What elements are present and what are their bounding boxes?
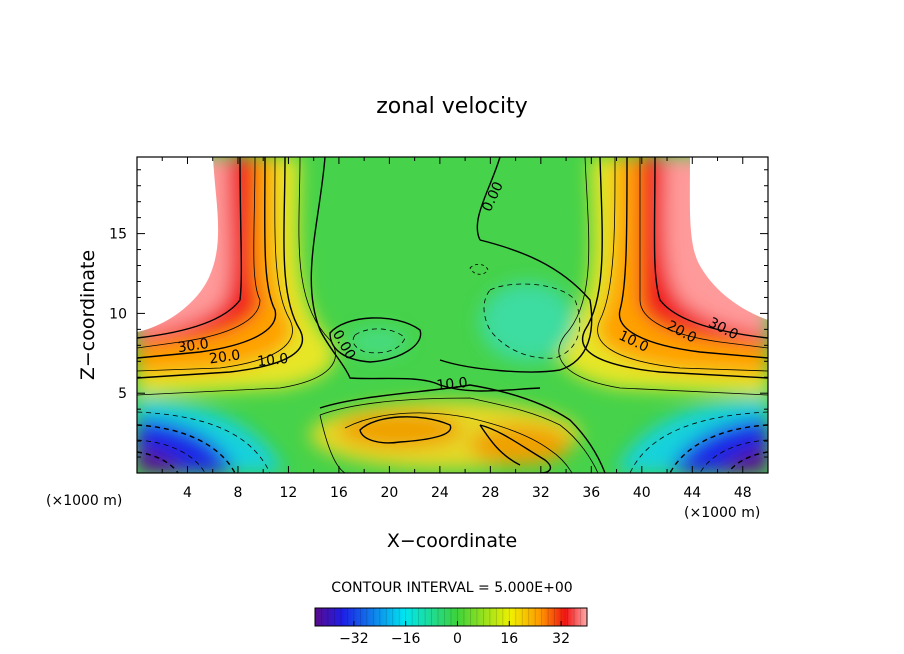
colorbar-gradient [315, 608, 587, 626]
contour-neg15-left [137, 439, 206, 473]
contour-neg10-left [137, 424, 236, 473]
contour-neg5-upper-blob [483, 283, 581, 359]
colorbar-tick-label: 16 [500, 631, 518, 647]
y-tick-label: 10 [109, 306, 127, 322]
contour-10-center-upper [319, 384, 606, 473]
upper-cyan-blob [480, 282, 576, 362]
x-unit-right: (×1000 m) [684, 505, 760, 521]
x-tick-label: 32 [532, 485, 550, 501]
contour-neg5-left [137, 411, 271, 473]
contour-label: 30.0 [177, 336, 210, 356]
left-cyan-blob [348, 328, 408, 356]
contour-neg15-right [699, 439, 768, 473]
contour-0-right [439, 157, 593, 373]
contour-20-right [618, 157, 768, 359]
contour-25-left [137, 157, 261, 349]
x-tick-label: 36 [582, 485, 600, 501]
x-tick-label: 12 [280, 485, 298, 501]
contour-neg5-right [629, 411, 768, 473]
contour-20-left [137, 157, 277, 359]
colorbar-tick-label: 32 [552, 631, 570, 647]
contour-15-right [597, 157, 768, 372]
x-tick-label: 24 [431, 485, 449, 501]
contour-10-left [137, 157, 304, 379]
x-tick-label: 4 [183, 485, 192, 501]
contour-20-center-right [479, 424, 552, 473]
contour-15-center [344, 412, 573, 473]
contour-neg5-small-loop [469, 264, 489, 275]
y-axis-ticks: 5 10 15 [109, 169, 768, 458]
contour-0-left-blob [329, 317, 422, 363]
white-missing-regions [137, 157, 768, 332]
missing-right [689, 157, 768, 320]
contour-20-center-left [359, 416, 452, 444]
x-tick-label: 40 [633, 485, 651, 501]
missing-left [137, 157, 219, 332]
x-tick-label: 44 [683, 485, 701, 501]
contour-5-left [137, 157, 336, 396]
x-tick-label: 48 [734, 485, 752, 501]
y-axis-label: Z−coordinate [77, 250, 99, 380]
contour-label: 10.0 [436, 375, 469, 394]
x-tick-label: 28 [481, 485, 499, 501]
colorbar-ticks: −32 −16 0 16 32 [339, 621, 570, 647]
contour-label: 20.0 [208, 347, 241, 367]
contour-10-right [581, 157, 768, 379]
contour-25-right [639, 157, 768, 349]
contour-neg5-left-blob [352, 328, 406, 354]
contour-interval-text: CONTOUR INTERVAL = 5.000E+00 [331, 580, 572, 596]
plot-frame [136, 156, 769, 474]
x-tick-label: 8 [233, 485, 242, 501]
x-unit-left: (×1000 m) [46, 493, 122, 509]
chart-title: zonal velocity [376, 94, 528, 119]
contour-0-left [310, 157, 541, 392]
x-axis-label: X−coordinate [387, 530, 517, 552]
y-tick-label: 5 [118, 386, 127, 402]
y-tick-label: 15 [109, 227, 127, 243]
contour-5-right [558, 157, 768, 396]
colorbar-tick-label: −16 [391, 631, 421, 647]
colorbar: −32 −16 0 16 32 [314, 607, 588, 647]
x-tick-label: 16 [330, 485, 348, 501]
x-axis-ticks: 4 8 12 16 20 24 28 32 36 40 44 48 [161, 157, 752, 501]
contour-neg10-right [669, 424, 768, 473]
contour-5-center [319, 397, 599, 473]
contour-30-right [653, 157, 768, 339]
colorbar-tick-label: 0 [453, 631, 462, 647]
contour-15-left [137, 157, 293, 372]
contour-lines [137, 157, 768, 473]
colorbar-frame [314, 607, 588, 627]
contour-neg20-right [727, 451, 768, 473]
contour-label: 10.0 [257, 351, 290, 370]
contour-neg20-left [137, 451, 179, 473]
x-tick-label: 20 [380, 485, 398, 501]
contour-30-left [137, 157, 243, 339]
colorbar-tick-label: −32 [339, 631, 369, 647]
